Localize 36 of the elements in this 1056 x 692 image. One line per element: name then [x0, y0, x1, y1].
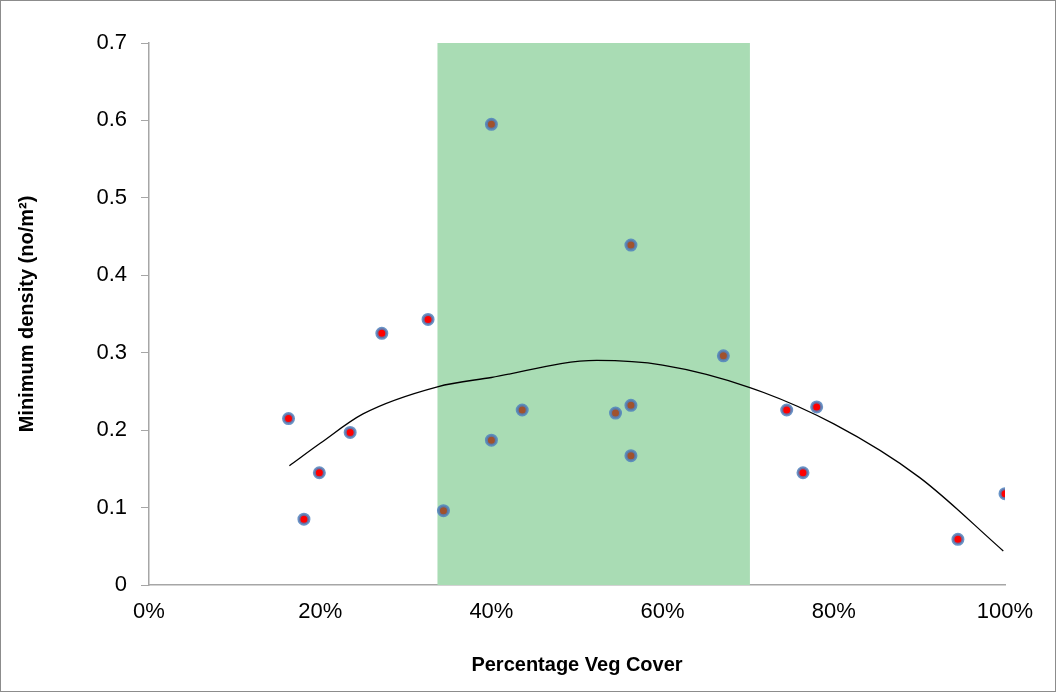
line-series: [288, 359, 1004, 552]
y-axis-title: Minimum density (no/m²): [14, 195, 37, 433]
x-tick-label: 20%: [298, 598, 343, 624]
point: [484, 433, 498, 447]
point: [624, 449, 638, 463]
y-tick-label: 0.2: [96, 416, 127, 442]
point: [624, 238, 638, 252]
point: [484, 117, 498, 131]
point: [515, 403, 529, 417]
point: [796, 466, 810, 480]
point: [609, 406, 623, 420]
x-tick-label: 80%: [811, 598, 856, 624]
x-tick-label: 0%: [133, 598, 165, 624]
y-tick-label: 0.3: [96, 338, 127, 364]
point: [810, 400, 824, 414]
point: [624, 398, 638, 412]
point: [312, 466, 326, 480]
point: [716, 349, 730, 363]
x-tick-label: 60%: [640, 598, 685, 624]
y-tick-label: 0.4: [96, 261, 127, 287]
point: [343, 425, 357, 439]
point: [282, 412, 296, 426]
y-tick-label: 0.7: [96, 29, 127, 55]
point: [436, 504, 450, 518]
point: [375, 326, 389, 340]
y-tick-label: 0: [114, 571, 127, 597]
y-tick-label: 0.1: [96, 493, 127, 519]
x-tick-label: 40%: [469, 598, 514, 624]
point: [951, 532, 965, 546]
point: [297, 512, 311, 526]
y-tick-label: 0.5: [96, 183, 127, 209]
x-axis-title: Percentage Veg Cover: [471, 652, 683, 675]
y-tick-label: 0.6: [96, 106, 127, 132]
x-tick-label: 100%: [976, 598, 1034, 624]
point: [421, 312, 435, 326]
point: [780, 403, 794, 417]
